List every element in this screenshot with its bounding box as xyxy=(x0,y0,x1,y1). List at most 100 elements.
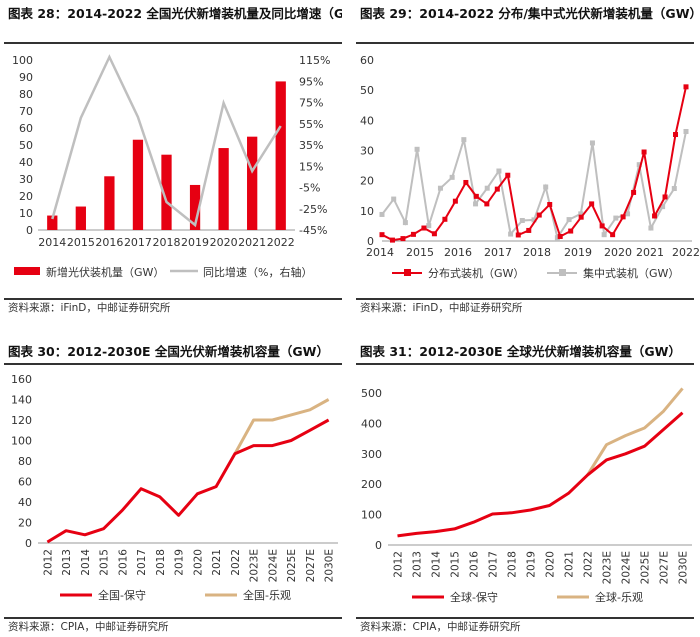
series-0-point-6 xyxy=(442,216,448,222)
y-tick-label: 160 xyxy=(11,373,32,386)
series-0-point-5 xyxy=(431,231,437,237)
x-tick-label: 2021 xyxy=(238,236,266,249)
x-tick-label: 2021 xyxy=(564,551,576,578)
title-rule-31 xyxy=(356,363,694,365)
series-1-point-26 xyxy=(683,128,689,134)
series-0-point-19 xyxy=(578,214,584,220)
series-line-1 xyxy=(586,387,684,476)
y-left-tick-label: 100 xyxy=(12,54,33,67)
chart-title-text-29: 2014-2022 分布/集中式光伏新增装机量（GW） xyxy=(419,6,694,21)
y-right-tick-label: 115% xyxy=(299,54,330,67)
x-tick-label: 2017 xyxy=(136,549,148,576)
source-rule-31 xyxy=(356,617,694,619)
chart-title-31: 图表 31：2012-2030E 全球光伏新增装机容量（GW） xyxy=(360,343,694,360)
series-1-point-20 xyxy=(613,215,619,221)
legend-swatch-bar xyxy=(14,267,40,275)
y-tick-label: 100 xyxy=(361,509,382,522)
legend-marker-centralized xyxy=(559,269,566,276)
series-1-point-11 xyxy=(508,231,514,237)
x-tick-label: 2016 xyxy=(469,551,481,578)
y-left-tick-label: 40 xyxy=(19,156,33,169)
y-tick-label: 120 xyxy=(11,414,32,427)
title-rule-30 xyxy=(4,363,342,365)
series-0-point-22 xyxy=(610,232,616,238)
y-left-tick-label: 80 xyxy=(19,88,33,101)
x-tick-label: 2024E xyxy=(267,549,279,582)
x-tick-label: 2021 xyxy=(211,549,223,576)
y-right-tick-label: 35% xyxy=(299,139,323,152)
y-tick-label: 0 xyxy=(375,539,382,552)
y-tick-label: 50 xyxy=(360,84,374,97)
y-tick-label: 10 xyxy=(360,205,374,218)
x-tick-label: 2024E xyxy=(621,551,633,584)
series-0-point-10 xyxy=(484,201,490,207)
chart-title-28: 图表 28：2014-2022 全国光伏新增装机量及同比增速（GW，%） xyxy=(8,5,342,22)
source-rule-28 xyxy=(4,298,342,300)
x-tick-label: 2016 xyxy=(117,549,129,576)
series-1-point-21 xyxy=(625,211,631,217)
x-tick-label: 2027E xyxy=(305,549,317,582)
chart-number-29: 图表 29： xyxy=(360,6,420,21)
x-tick-label: 2015 xyxy=(67,236,95,249)
y-right-tick-label: 75% xyxy=(299,97,323,110)
x-tick-label: 2014 xyxy=(80,549,92,576)
series-1-point-7 xyxy=(461,137,467,143)
series-0-point-27 xyxy=(662,194,668,200)
y-tick-label: 80 xyxy=(18,455,32,468)
series-0-point-15 xyxy=(536,212,542,218)
x-tick-label: 2020 xyxy=(545,551,557,578)
series-1-point-1 xyxy=(391,196,397,202)
y-right-tick-label: -45% xyxy=(299,224,327,237)
series-0-point-2 xyxy=(400,236,406,242)
series-0-point-26 xyxy=(652,213,658,219)
y-left-tick-label: 70 xyxy=(19,105,33,118)
y-left-tick-label: 50 xyxy=(19,139,33,152)
chart-30: 0 20 40 60 80 100 120 140 160 2012 2013 2014 2015 201… xyxy=(11,373,338,602)
x-tick-label: 2015 xyxy=(406,246,434,259)
series-1-point-6 xyxy=(449,174,455,180)
series-0-point-12 xyxy=(505,172,511,178)
series-1-point-8 xyxy=(473,201,479,207)
bar-2022 xyxy=(275,81,286,230)
bar-2015 xyxy=(75,206,86,230)
y-left-tick-label: 10 xyxy=(19,207,33,220)
series-1-point-5 xyxy=(437,185,443,191)
x-tick-label: 2021 xyxy=(636,246,664,259)
growth-rate-line xyxy=(51,54,282,228)
x-tick-label: 2014 xyxy=(366,246,394,259)
y-right-tick-label: 15% xyxy=(299,160,323,173)
bar-2017 xyxy=(132,139,144,230)
chart-title-29: 图表 29：2014-2022 分布/集中式光伏新增装机量（GW） xyxy=(360,5,694,22)
x-tick-label: 2018 xyxy=(155,549,167,576)
chart-panel-31: 图表 31：2012-2030E 全球光伏新增装机容量（GW） 0 100 200 3… xyxy=(352,335,698,637)
series-0-point-14 xyxy=(526,227,532,233)
y-tick-label: 400 xyxy=(361,417,382,430)
chart-title-30: 图表 30：2012-2030E 全国光伏新增装机容量（GW） xyxy=(8,343,342,360)
y-left-tick-label: 60 xyxy=(19,122,33,135)
legend-label-line: 同比增速（%，右轴） xyxy=(203,265,312,279)
series-0-point-9 xyxy=(473,193,479,199)
series-line-0 xyxy=(397,411,684,538)
chart-title-text-30: 2012-2030E 全国光伏新增装机容量（GW） xyxy=(67,344,329,359)
x-tick-label: 2014 xyxy=(38,236,66,249)
legend-label-conservative: 全球-保守 xyxy=(450,590,498,604)
y-tick-label: 500 xyxy=(361,387,382,400)
chart-panel-28: 图表 28：2014-2022 全国光伏新增装机量及同比增速（GW，%） 0 10… xyxy=(0,0,346,318)
series-1-point-13 xyxy=(531,217,537,223)
series-0-point-28 xyxy=(673,132,679,138)
x-tick-label: 2030E xyxy=(324,549,336,582)
series-1-point-2 xyxy=(402,220,408,226)
series-1-point-16 xyxy=(566,217,572,223)
chart-panel-29: 图表 29：2014-2022 分布/集中式光伏新增装机量（GW） 0 10 20 3… xyxy=(352,0,700,318)
bar-2019 xyxy=(189,184,201,230)
x-tick-label: 2019 xyxy=(564,246,592,259)
series-1-point-15 xyxy=(554,235,560,241)
bar-2021 xyxy=(247,136,258,230)
y-right-tick-label: -25% xyxy=(299,203,327,216)
source-28: 资料来源：iFinD，中邮证券研究所 xyxy=(8,302,171,314)
source-30: 资料来源：CPIA，中邮证券研究所 xyxy=(8,621,169,633)
chart-29: 0 10 20 30 40 50 60 2014 2015 2016 2017 2018 2019 202… xyxy=(360,54,700,280)
bar-2016 xyxy=(104,176,115,230)
x-tick-label: 2020 xyxy=(604,246,632,259)
series-1-point-14 xyxy=(543,184,549,190)
